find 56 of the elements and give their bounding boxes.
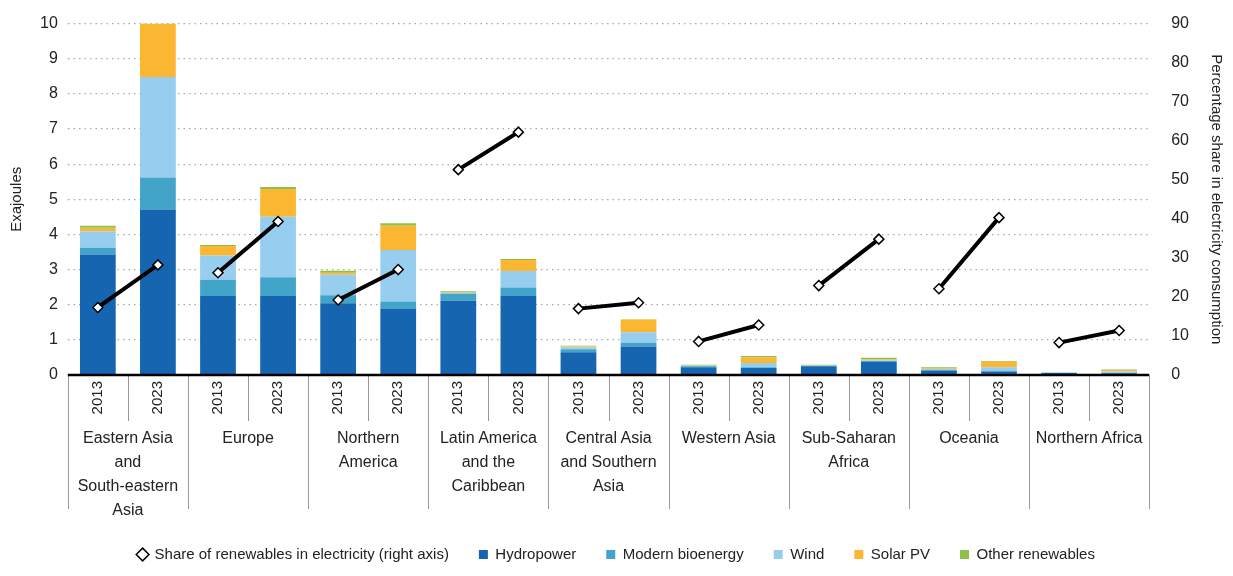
legend-label: Hydropower xyxy=(495,544,577,562)
y-tick-label: 9 xyxy=(48,49,58,67)
x-tick-label: 2013 xyxy=(568,381,586,415)
x-tick-label: 2023 xyxy=(628,381,646,415)
y-tick-label: 7 xyxy=(48,119,58,137)
x-tick-label: 2013 xyxy=(208,381,226,415)
x-tick-label: 2013 xyxy=(328,381,346,415)
text: Latin America and the Caribbean xyxy=(439,429,537,495)
y2-tick-label: 60 xyxy=(1171,131,1190,149)
y2-tick-label: 80 xyxy=(1171,53,1190,71)
legend-label: Share of renewables in electricity (right axis) xyxy=(154,544,449,562)
x-tick-label: 2023 xyxy=(989,381,1007,415)
y2-tick-label: 40 xyxy=(1171,209,1190,227)
text: Central Asia and Southern Asia xyxy=(560,429,657,495)
x-tick-label: 2013 xyxy=(448,381,466,415)
legend-label: Solar PV xyxy=(870,544,931,562)
x-tick-label: 2013 xyxy=(808,381,826,415)
x-tick-label: 2013 xyxy=(929,381,947,415)
y2-tick-label: 90 xyxy=(1171,14,1190,32)
x-tick-label: 2023 xyxy=(748,381,766,415)
text: Northern Africa xyxy=(1035,429,1143,447)
text: Northern America xyxy=(337,429,400,471)
y2-tick-label: 10 xyxy=(1171,326,1190,344)
legend-label: Wind xyxy=(790,544,825,562)
y-tick-label: 1 xyxy=(48,330,58,348)
y-tick-label: 0 xyxy=(48,365,58,383)
y-tick-label: 2 xyxy=(48,295,58,313)
x-tick-label: 2023 xyxy=(268,381,286,415)
legend-label: Modern bioenergy xyxy=(622,544,745,562)
x-tick-label: 2023 xyxy=(508,381,526,415)
x-tick-label: 2013 xyxy=(1049,381,1067,415)
y-tick-label: 4 xyxy=(48,224,58,242)
y-tick-label: 3 xyxy=(48,259,58,277)
y-tick-label: 10 xyxy=(40,14,58,32)
y-tick-label: 8 xyxy=(48,84,58,102)
text: Oceania xyxy=(939,429,999,447)
x-tick-label: 2023 xyxy=(388,381,406,415)
y2-axis-title: Percentage share in electricity consumption xyxy=(1208,54,1226,345)
y-tick-label: 6 xyxy=(48,154,58,172)
text: Eastern Asia and South-eastern Asia xyxy=(77,429,179,519)
x-tick-label: 2023 xyxy=(1109,381,1127,415)
x-tick-label: 2013 xyxy=(688,381,706,415)
y2-tick-label: 50 xyxy=(1171,170,1190,188)
y2-tick-label: 20 xyxy=(1171,287,1190,305)
text: Sub-Saharan Africa xyxy=(801,429,896,471)
legend-label: Other renewables xyxy=(976,544,1095,562)
y-tick-label: 5 xyxy=(48,189,58,207)
y2-tick-label: 30 xyxy=(1171,248,1190,266)
y2-tick-label: 0 xyxy=(1171,365,1181,383)
text: Western Asia xyxy=(681,429,776,447)
y-axis-title: Exajoules xyxy=(7,166,25,232)
text: Europe xyxy=(222,429,274,447)
y2-tick-label: 70 xyxy=(1171,92,1190,110)
x-tick-label: 2013 xyxy=(87,381,105,415)
x-tick-label: 2023 xyxy=(148,381,166,415)
x-tick-label: 2023 xyxy=(868,381,886,415)
